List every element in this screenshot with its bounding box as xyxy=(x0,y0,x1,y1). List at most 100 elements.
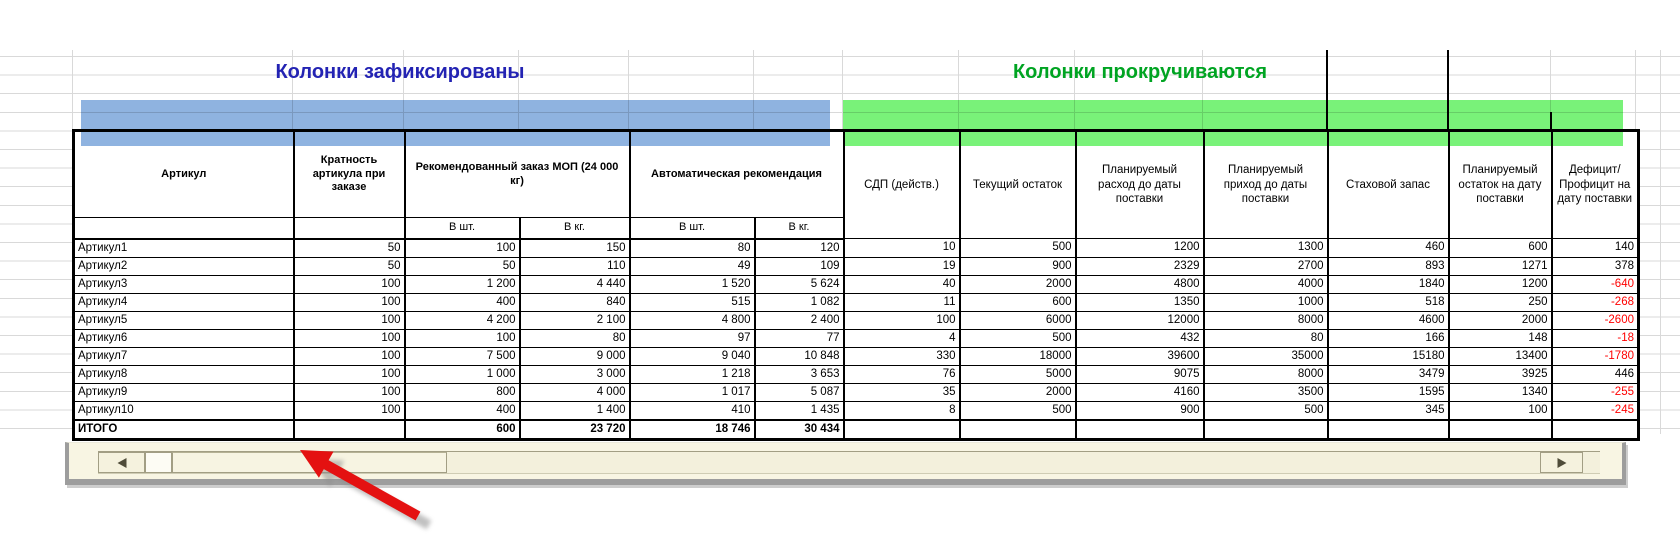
value-cell[interactable]: 9075 xyxy=(1074,364,1205,384)
value-cell[interactable]: 100 xyxy=(292,292,406,312)
article-cell[interactable]: Артикул8 xyxy=(72,364,295,384)
value-cell[interactable]: 800 xyxy=(403,382,521,402)
value-cell[interactable]: 18 746 xyxy=(628,418,756,440)
article-cell[interactable]: ИТОГО xyxy=(72,418,295,440)
value-cell[interactable]: 8000 xyxy=(1202,364,1329,384)
value-cell[interactable]: 1271 xyxy=(1447,256,1553,276)
col-header-deficit[interactable]: Дефицит/Профицит на дату поставки xyxy=(1550,130,1640,239)
value-cell[interactable]: 460 xyxy=(1326,238,1450,258)
value-cell[interactable]: 500 xyxy=(958,400,1077,420)
value-cell[interactable]: 40 xyxy=(842,274,961,294)
value-cell[interactable]: 2000 xyxy=(1447,310,1553,330)
value-cell[interactable]: 9 040 xyxy=(628,346,756,366)
col-header-planned-expense[interactable]: Планируемый расход до даты поставки xyxy=(1074,130,1205,239)
value-cell[interactable]: 19 xyxy=(842,256,961,276)
value-cell[interactable]: 1350 xyxy=(1074,292,1205,312)
value-cell[interactable]: 100 xyxy=(292,382,406,402)
col-header-recommended-order[interactable]: Рекомендованный заказ МОП (24 000 кг) xyxy=(403,130,631,218)
value-cell[interactable]: 250 xyxy=(1447,292,1553,312)
subheader-empty[interactable] xyxy=(72,217,295,240)
value-cell[interactable]: 1 435 xyxy=(753,400,845,420)
col-header-planned-income[interactable]: Планируемый приход до даты поставки xyxy=(1202,130,1329,239)
value-cell[interactable]: 1 400 xyxy=(518,400,631,420)
value-cell[interactable]: 3500 xyxy=(1202,382,1329,402)
value-cell[interactable] xyxy=(842,418,961,440)
article-cell[interactable]: Артикул7 xyxy=(72,346,295,366)
subheader-units-pcs[interactable]: В шт. xyxy=(403,217,521,240)
value-cell[interactable]: 378 xyxy=(1550,256,1640,276)
scroll-left-button[interactable] xyxy=(98,452,145,473)
value-cell[interactable]: 500 xyxy=(958,238,1077,258)
value-cell[interactable]: 4 xyxy=(842,328,961,348)
horizontal-scrollbar[interactable] xyxy=(98,451,1600,474)
value-cell[interactable]: 140 xyxy=(1550,238,1640,258)
value-cell[interactable]: 1595 xyxy=(1326,382,1450,402)
value-cell[interactable]: 1200 xyxy=(1447,274,1553,294)
value-cell[interactable]: 2329 xyxy=(1074,256,1205,276)
scroll-right-button[interactable] xyxy=(1540,452,1583,473)
value-cell[interactable]: 5000 xyxy=(958,364,1077,384)
value-cell[interactable]: 9 000 xyxy=(518,346,631,366)
col-header-sdp[interactable]: СДП (действ.) xyxy=(842,130,961,239)
value-cell[interactable] xyxy=(1326,418,1450,440)
value-cell[interactable]: 400 xyxy=(403,292,521,312)
value-cell[interactable]: 345 xyxy=(1326,400,1450,420)
value-cell[interactable]: 76 xyxy=(842,364,961,384)
value-cell[interactable]: 893 xyxy=(1326,256,1450,276)
value-cell[interactable]: 77 xyxy=(753,328,845,348)
value-cell[interactable]: 1 082 xyxy=(753,292,845,312)
value-cell[interactable]: 35000 xyxy=(1202,346,1329,366)
value-cell[interactable]: 4600 xyxy=(1326,310,1450,330)
subheader-units-pcs[interactable]: В шт. xyxy=(628,217,756,240)
value-cell[interactable]: 100 xyxy=(403,328,521,348)
value-cell[interactable]: 1 520 xyxy=(628,274,756,294)
subheader-empty[interactable] xyxy=(292,217,406,240)
value-cell[interactable]: 120 xyxy=(753,238,845,258)
article-cell[interactable]: Артикул10 xyxy=(72,400,295,420)
value-cell[interactable]: 10 848 xyxy=(753,346,845,366)
value-cell[interactable]: 50 xyxy=(403,256,521,276)
value-cell[interactable]: 2000 xyxy=(958,382,1077,402)
value-cell[interactable]: 400 xyxy=(403,400,521,420)
scroll-thumb[interactable] xyxy=(172,452,447,473)
value-cell[interactable]: -640 xyxy=(1550,274,1640,294)
value-cell[interactable]: 10 xyxy=(842,238,961,258)
value-cell[interactable]: 1340 xyxy=(1447,382,1553,402)
value-cell[interactable]: 600 xyxy=(1447,238,1553,258)
value-cell[interactable]: 4160 xyxy=(1074,382,1205,402)
value-cell[interactable]: 97 xyxy=(628,328,756,348)
value-cell[interactable]: 3479 xyxy=(1326,364,1450,384)
value-cell[interactable] xyxy=(1074,418,1205,440)
value-cell[interactable]: 410 xyxy=(628,400,756,420)
value-cell[interactable]: -1780 xyxy=(1550,346,1640,366)
value-cell[interactable]: -268 xyxy=(1550,292,1640,312)
value-cell[interactable]: 1000 xyxy=(1202,292,1329,312)
value-cell[interactable]: -255 xyxy=(1550,382,1640,402)
value-cell[interactable]: 1200 xyxy=(1074,238,1205,258)
value-cell[interactable]: 3 000 xyxy=(518,364,631,384)
value-cell[interactable] xyxy=(1550,418,1640,440)
article-cell[interactable]: Артикул4 xyxy=(72,292,295,312)
article-cell[interactable]: Артикул6 xyxy=(72,328,295,348)
article-cell[interactable]: Артикул9 xyxy=(72,382,295,402)
value-cell[interactable]: 2700 xyxy=(1202,256,1329,276)
value-cell[interactable]: 900 xyxy=(958,256,1077,276)
value-cell[interactable]: 6000 xyxy=(958,310,1077,330)
col-header-automatic-recommendation[interactable]: Автоматическая рекомендация xyxy=(628,130,845,218)
col-header-article[interactable]: Артикул xyxy=(72,130,295,218)
value-cell[interactable]: 5 624 xyxy=(753,274,845,294)
value-cell[interactable]: 100 xyxy=(292,274,406,294)
value-cell[interactable]: 8000 xyxy=(1202,310,1329,330)
value-cell[interactable]: 1 017 xyxy=(628,382,756,402)
article-cell[interactable]: Артикул5 xyxy=(72,310,295,330)
value-cell[interactable]: 12000 xyxy=(1074,310,1205,330)
value-cell[interactable]: 166 xyxy=(1326,328,1450,348)
value-cell[interactable]: 8 xyxy=(842,400,961,420)
col-header-safety-stock[interactable]: Стаховой запас xyxy=(1326,130,1450,239)
value-cell[interactable]: 518 xyxy=(1326,292,1450,312)
value-cell[interactable]: 840 xyxy=(518,292,631,312)
subheader-units-kg[interactable]: В кг. xyxy=(518,217,631,240)
value-cell[interactable]: 49 xyxy=(628,256,756,276)
value-cell[interactable]: 1840 xyxy=(1326,274,1450,294)
value-cell[interactable]: 500 xyxy=(1202,400,1329,420)
